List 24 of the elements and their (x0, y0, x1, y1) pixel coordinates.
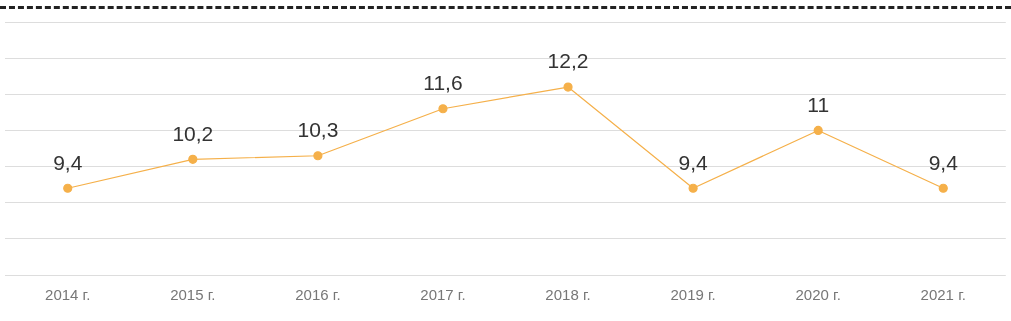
point (938, 183, 948, 193)
x-tick-label: 2015 г. (170, 286, 216, 304)
point (813, 125, 823, 136)
point (188, 154, 198, 164)
data-label: 9,4 (678, 150, 709, 174)
x-tick-label: 2020 г. (795, 286, 841, 304)
point (438, 104, 448, 114)
data-label: 10,3 (297, 118, 339, 142)
x-tick-label: 2018 г. (545, 286, 591, 304)
point (63, 183, 73, 193)
x-tick-label: 2014 г. (45, 286, 91, 304)
point (688, 183, 698, 193)
x-tick-label: 2019 г. (670, 286, 716, 304)
point (313, 151, 323, 161)
point (563, 82, 573, 92)
x-tick-label: 2021 г. (920, 286, 966, 304)
data-label: 9,4 (53, 150, 83, 174)
x-tick-label: 2016 г. (295, 286, 341, 304)
data-label: 9,4 (928, 150, 959, 174)
data-label: 12,2 (547, 49, 589, 73)
x-tick-label: 2017 г. (420, 286, 466, 304)
data-label: 10,2 (172, 121, 214, 145)
data-label: 11,6 (423, 71, 463, 95)
data-label: 11 (807, 92, 830, 116)
